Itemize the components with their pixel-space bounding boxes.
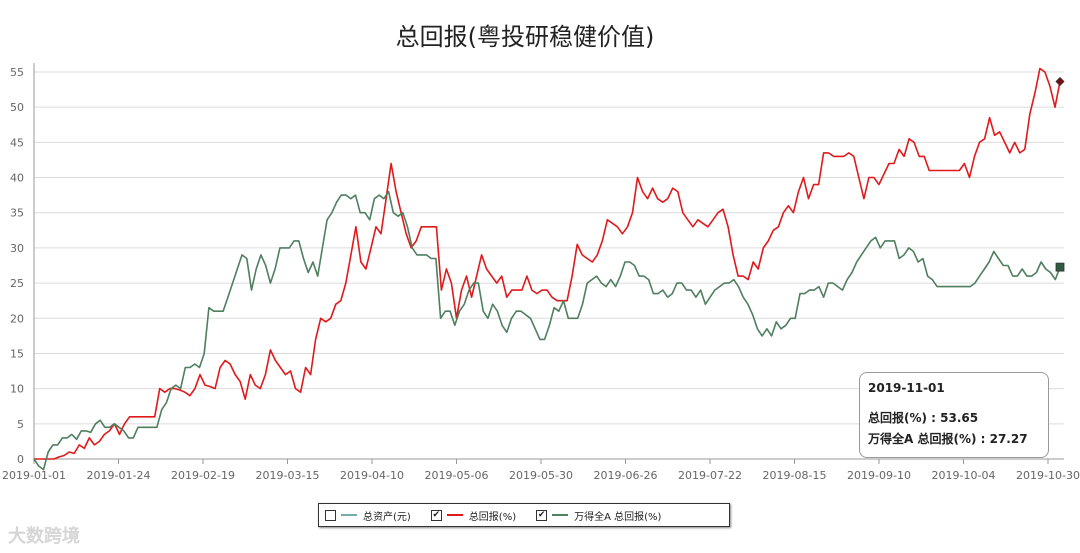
x-tick-label: 2019-06-26 xyxy=(594,469,658,482)
y-tick-label: 5 xyxy=(17,418,24,431)
x-tick-label: 2019-05-06 xyxy=(425,469,489,482)
tooltip: 2019-11-01 总回报(%) : 53.65 万得全A 总回报(%) : … xyxy=(859,372,1049,458)
x-axis-ticks: 2019-01-01 2019-01-24 2019-02-19 2019-03-15… xyxy=(2,459,1080,482)
y-tick-label: 30 xyxy=(10,242,24,255)
x-tick-label: 2019-10-30 xyxy=(1016,469,1080,482)
x-tick-label: 2019-09-10 xyxy=(847,469,911,482)
y-tick-label: 15 xyxy=(10,347,24,360)
tooltip-date: 2019-11-01 xyxy=(868,381,945,395)
series-line-wind-a-return xyxy=(33,190,1061,471)
checkbox-checked-icon[interactable]: ✔ xyxy=(430,509,442,521)
legend-item-wind-a-return[interactable]: ✔ 万得全A 总回报(%) xyxy=(536,508,661,523)
tooltip-line-1: 总回报(%) : 53.65 xyxy=(868,411,979,425)
x-tick-label: 2019-01-01 xyxy=(2,469,66,482)
y-tick-label: 55 xyxy=(10,66,24,79)
checkbox-unchecked-icon[interactable] xyxy=(325,509,336,521)
y-tick-label: 45 xyxy=(10,136,24,149)
x-tick-label: 2019-02-19 xyxy=(171,469,235,482)
legend-label: 万得全A 总回报(%) xyxy=(574,511,662,523)
watermark: 大数跨境 xyxy=(8,526,80,547)
legend-label: 总回报(%) xyxy=(468,511,517,523)
gridlines xyxy=(34,71,1064,460)
y-tick-label: 50 xyxy=(10,101,24,114)
legend-swatch xyxy=(552,514,569,516)
x-tick-label: 2019-03-15 xyxy=(256,469,320,482)
chart-title: 总回报(粤投研稳健价值) xyxy=(396,23,655,51)
x-tick-label: 2019-04-10 xyxy=(340,469,404,482)
end-marker-total-return xyxy=(1055,76,1065,87)
legend-swatch xyxy=(446,514,463,516)
tooltip-line-2: 万得全A 总回报(%) : 27.27 xyxy=(868,432,1028,446)
y-tick-label: 25 xyxy=(10,277,24,290)
x-tick-label: 2019-07-22 xyxy=(678,469,742,482)
y-tick-label: 20 xyxy=(10,312,24,325)
y-tick-label: 35 xyxy=(10,207,24,220)
legend-label: 总资产(元) xyxy=(363,511,411,523)
legend-item-total-return[interactable]: ✔ 总回报(%) xyxy=(430,508,517,523)
y-tick-label: 40 xyxy=(10,172,24,185)
series-line-total-return xyxy=(34,67,1061,460)
legend-swatch xyxy=(341,514,357,516)
series-lines xyxy=(33,67,1065,471)
x-tick-label: 2019-08-15 xyxy=(763,469,827,482)
legend: 总资产(元) ✔ 总回报(%) ✔ 万得全A 总回报(%) xyxy=(318,503,730,527)
y-tick-label: 0 xyxy=(17,453,24,466)
y-axis-ticks: 0 5 10 15 20 25 30 35 40 45 50 55 xyxy=(10,66,24,466)
end-marker-wind-a-return xyxy=(1055,262,1065,272)
y-tick-label: 10 xyxy=(10,383,24,396)
checkbox-checked-icon[interactable]: ✔ xyxy=(536,509,548,521)
x-tick-label: 2019-10-04 xyxy=(932,469,996,482)
x-tick-label: 2019-05-30 xyxy=(509,469,573,482)
x-tick-label: 2019-01-24 xyxy=(87,469,151,482)
legend-item-total-assets[interactable]: 总资产(元) xyxy=(325,508,411,523)
